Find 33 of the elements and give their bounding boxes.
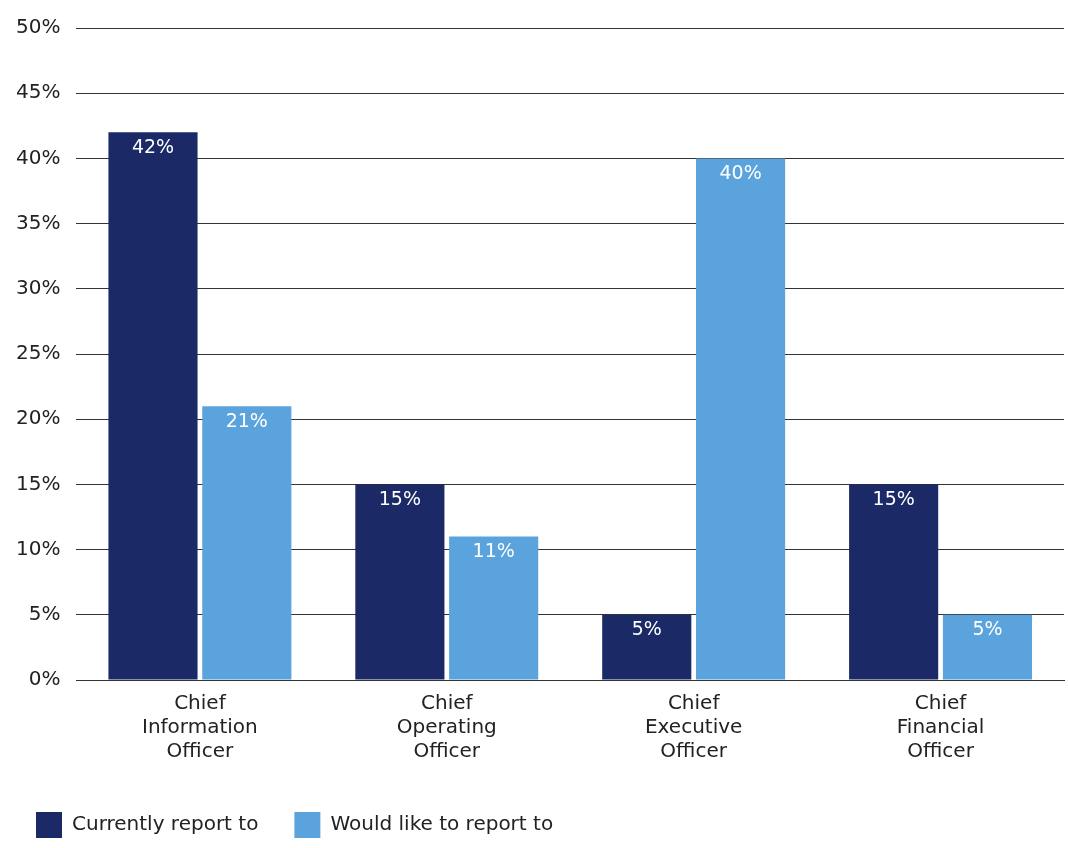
y-tick-label: 0% bbox=[28, 666, 61, 691]
data-label: 40% bbox=[719, 160, 762, 183]
x-tick-label: Chief Information Officer bbox=[142, 690, 258, 763]
y-tick-label: 40% bbox=[16, 144, 61, 169]
y-tick-label: 30% bbox=[16, 275, 61, 299]
y-tick-label: 10% bbox=[16, 535, 61, 560]
bar bbox=[108, 132, 198, 680]
y-tick-label: 15% bbox=[16, 470, 61, 495]
bar bbox=[696, 158, 786, 680]
bar bbox=[602, 614, 692, 680]
legend-label: Currently report to bbox=[72, 811, 259, 836]
legend-label: Would like to report to bbox=[330, 811, 554, 836]
y-tick-label: 20% bbox=[16, 405, 61, 430]
bar bbox=[355, 484, 445, 680]
data-label: 15% bbox=[872, 486, 915, 509]
data-label: 42% bbox=[131, 134, 175, 157]
data-label: 15% bbox=[378, 486, 421, 509]
x-tick-label: Chief Operating Officer bbox=[396, 690, 497, 763]
y-tick-label: 45% bbox=[16, 79, 61, 104]
x-tick-label: Chief Financial Officer bbox=[896, 690, 985, 763]
x-tick-label: Chief Executive Officer bbox=[644, 690, 743, 763]
data-label: 21% bbox=[225, 408, 268, 431]
y-tick-label: 25% bbox=[16, 340, 61, 365]
bar bbox=[942, 614, 1033, 680]
data-label: 5% bbox=[972, 617, 1003, 640]
data-label: 5% bbox=[631, 617, 662, 640]
y-tick-label: 50% bbox=[16, 14, 61, 39]
y-tick-label: 35% bbox=[16, 209, 61, 234]
y-tick-label: 5% bbox=[28, 601, 61, 625]
bar bbox=[202, 406, 292, 680]
bar bbox=[449, 536, 539, 680]
data-label: 11% bbox=[472, 539, 515, 561]
bar bbox=[849, 484, 939, 680]
